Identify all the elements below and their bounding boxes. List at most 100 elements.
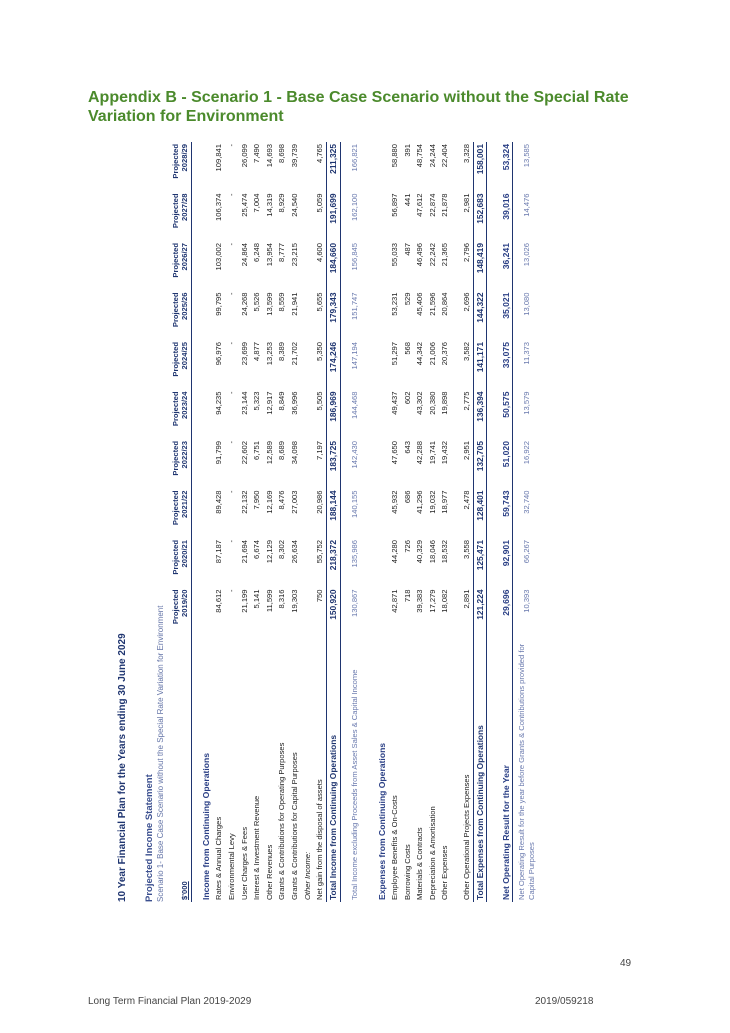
cell-value: 2,775 [461, 391, 471, 411]
plan-title: 10 Year Financial Plan for the Years end… [117, 633, 128, 902]
cell-value: 21,365 [440, 243, 450, 267]
table-row: Grants & Contributions for Operating Pur… [276, 142, 289, 902]
cell-value: 529 [402, 292, 412, 306]
cell-value: 391 [402, 144, 412, 157]
cell-value: 13,080 [521, 292, 531, 316]
cell-value: 5,505 [315, 391, 325, 411]
cell-value: 140,155 [349, 490, 359, 518]
cell-value: - [226, 292, 236, 296]
column-label: Projected [171, 490, 180, 526]
cell-value: 7,490 [252, 144, 262, 164]
cell-value: 132,705 [473, 439, 487, 489]
table-row: Expenses from Continuing Operations [367, 142, 389, 902]
cell-value: 5,323 [252, 391, 262, 411]
row-label: Net Operating Result for the Year [486, 637, 513, 902]
row-label: Grants & Contributions for Capital Purpo… [289, 752, 299, 900]
cell-value: 39,383 [415, 589, 425, 613]
cell-value: 29,696 [486, 587, 513, 637]
table-row: Interest & Investment Revenue 5,141 6,674 7… [250, 142, 263, 902]
cell-value: 2,696 [461, 292, 471, 312]
cell-value: 8,849 [277, 391, 287, 411]
cell-value: 3,328 [461, 144, 471, 164]
cell-value: 150,920 [326, 587, 341, 637]
column-year: 2019/20 [180, 589, 189, 617]
cell-value: - [226, 342, 236, 345]
table-row: Net gain from the disposal of assets 750 5… [313, 142, 326, 902]
row-label: Interest & Investment Revenue [252, 795, 262, 900]
cell-value: 21,596 [427, 292, 437, 316]
column-header: Projected 2025/26 [171, 290, 192, 340]
cell-value: - [226, 144, 236, 147]
cell-value: 24,540 [289, 193, 299, 217]
table-row: Income from Continuing Operations [192, 142, 213, 902]
cell-value: 58,880 [389, 144, 399, 168]
cell-value: 84,612 [214, 589, 224, 613]
cell-value: 191,699 [326, 191, 341, 241]
cell-value: 21,702 [289, 342, 299, 366]
table-row: Grants & Contributions for Capital Purpo… [288, 142, 301, 902]
table-row: Other Revenues 11,599 12,129 12,169 12,589 12… [263, 142, 276, 902]
cell-value: 34,098 [289, 441, 299, 465]
cell-value: 21,694 [239, 540, 249, 564]
column-header: Projected 2028/29 [171, 142, 192, 192]
cell-value: 33,075 [486, 340, 513, 390]
cell-value: 5,526 [252, 292, 262, 312]
cell-value: 19,303 [289, 589, 299, 613]
cell-value: 22,404 [440, 144, 450, 168]
cell-value: 23,215 [289, 243, 299, 267]
column-year: 2022/23 [180, 441, 189, 469]
table-row: Net Operating Result for the year before… [512, 142, 539, 902]
cell-value: 13,599 [264, 292, 274, 316]
cell-value: 158,001 [473, 142, 487, 192]
cell-value: - [226, 193, 236, 197]
cell-value: 174,246 [326, 340, 341, 390]
cell-value: 32,740 [521, 490, 531, 514]
cell-value: 25,474 [239, 193, 249, 217]
cell-value: 53,231 [389, 292, 399, 316]
cell-value: 4,600 [315, 243, 325, 263]
cell-value: 27,003 [289, 490, 299, 514]
cell-value: 2,951 [461, 441, 471, 461]
column-year: 2026/27 [180, 243, 189, 271]
cell-value: 14,319 [264, 193, 274, 217]
row-label: Other Expenses [440, 845, 450, 900]
cell-value: 441 [402, 193, 412, 207]
column-label: Projected [171, 391, 180, 427]
column-year: 2027/28 [180, 193, 189, 221]
cell-value: 13,579 [521, 391, 531, 415]
cell-value: 4,877 [252, 342, 262, 362]
cell-value: 23,144 [239, 391, 249, 415]
cell-value: 211,325 [326, 142, 341, 192]
table-row: Rates & Annual Charges 84,612 87,187 89,428… [213, 142, 226, 902]
cell-value: 6,248 [252, 243, 262, 263]
cell-value: 3,558 [461, 540, 471, 560]
cell-value: 49,437 [389, 391, 399, 415]
cell-value: 6,751 [252, 441, 262, 461]
column-year: 2023/24 [180, 391, 189, 419]
cell-value: 162,100 [349, 193, 359, 221]
cell-value: 12,129 [264, 540, 274, 564]
cell-value: 19,032 [427, 490, 437, 514]
cell-value: 42,871 [389, 589, 399, 613]
cell-value: 109,841 [214, 144, 224, 172]
column-header: Projected 2024/25 [171, 340, 192, 390]
cell-value: 7,004 [252, 193, 262, 213]
cell-value: 20,864 [440, 292, 450, 316]
cell-value: 92,901 [486, 538, 513, 588]
cell-value: 17,279 [427, 589, 437, 613]
row-label: Environmental Levy [226, 833, 236, 900]
cell-value: 91,799 [214, 441, 224, 465]
cell-value: 18,977 [440, 490, 450, 514]
cell-value: 151,747 [349, 292, 359, 320]
cell-value: 2,796 [461, 243, 471, 263]
column-header: Projected 2022/23 [171, 439, 192, 489]
cell-value: 55,033 [389, 243, 399, 267]
footer-left: Long Term Financial Plan 2019-2029 [88, 996, 252, 1007]
row-label: Total Income excluding Proceeds from Ass… [349, 669, 359, 900]
cell-value: 66,267 [521, 540, 531, 564]
row-label: Rates & Annual Charges [214, 816, 224, 900]
cell-value: 20,380 [427, 391, 437, 415]
cell-value: 183,725 [326, 439, 341, 489]
row-label: Other Operational Projects Expenses [461, 774, 471, 900]
row-label: Expenses from Continuing Operations [376, 742, 387, 900]
